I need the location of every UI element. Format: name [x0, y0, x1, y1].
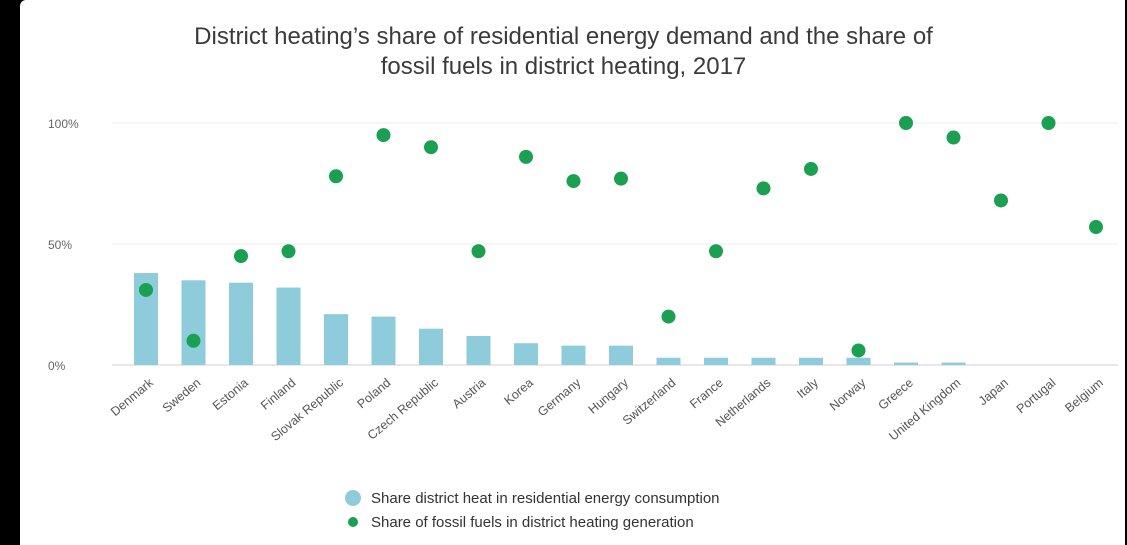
bar-10 [609, 345, 633, 365]
bar-15 [846, 357, 871, 365]
dot-19 [1041, 116, 1056, 130]
legend-item-dots: Share of fossil fuels in district heatin… [345, 510, 720, 534]
dot-7 [471, 244, 486, 259]
bar-5 [371, 316, 396, 365]
x-tick-label-3: Finland [258, 376, 298, 413]
dot-13 [756, 181, 771, 196]
x-tick-label-5: Poland [355, 376, 394, 412]
chart-legend: Share district heat in residential energ… [345, 486, 720, 534]
dot-15 [851, 343, 866, 358]
x-tick-label-19: Portugal [1014, 376, 1059, 417]
chart-title: District heating’s share of residential … [0, 22, 1127, 82]
x-tick-label-15: Norway [827, 375, 869, 413]
dot-17 [946, 130, 961, 145]
legend-label-bars: Share district heat in residential energ… [371, 489, 720, 507]
x-tick-label-1: Sweden [160, 376, 204, 416]
x-tick-label-8: Korea [501, 376, 536, 408]
x-tick-label-2: Estonia [210, 376, 251, 414]
dot-9 [566, 174, 581, 189]
x-tick-label-20: Belgium [1062, 376, 1106, 416]
bar-16 [894, 362, 918, 365]
dot-0 [139, 282, 153, 297]
legend-swatch-bars [345, 490, 361, 506]
bar-7 [466, 335, 491, 365]
bar-3 [276, 287, 301, 365]
y-tick-label-2: 100% [48, 117, 79, 131]
dot-1 [186, 333, 201, 348]
bar-2 [229, 282, 253, 365]
x-tick-label-9: Germany [535, 375, 584, 419]
bar-13 [751, 357, 776, 365]
dot-12 [709, 244, 723, 259]
bar-8 [514, 343, 538, 365]
x-tick-label-11: Switzerland [620, 376, 679, 428]
bar-9 [561, 345, 586, 365]
bar-14 [799, 357, 823, 365]
legend-swatch-dots [348, 517, 358, 527]
x-tick-label-7: Austria [450, 376, 489, 412]
bar-6 [419, 328, 443, 365]
x-tick-label-18: Japan [976, 376, 1011, 409]
x-tick-label-12: France [687, 376, 726, 412]
dot-20 [1089, 220, 1103, 235]
dot-2 [234, 249, 248, 264]
bar-4 [324, 314, 348, 365]
y-tick-label-0: 0% [48, 359, 66, 373]
x-tick-label-0: Denmark [108, 375, 156, 419]
dot-6 [424, 140, 438, 155]
legend-label-dots: Share of fossil fuels in district heatin… [371, 513, 694, 531]
x-tick-label-10: Hungary [586, 375, 632, 417]
x-tick-label-14: Italy [794, 375, 821, 401]
chart-frame [20, 0, 1125, 545]
dot-10 [614, 171, 628, 186]
chart-title-line-2: fossil fuels in district heating, 2017 [380, 53, 747, 80]
legend-item-bars: Share district heat in residential energ… [345, 486, 720, 510]
dot-5 [376, 128, 391, 143]
chart-title-line-1: District heating’s share of residential … [194, 23, 933, 50]
x-tick-label-16: Greece [876, 376, 916, 413]
dot-16 [899, 116, 913, 130]
dot-14 [804, 161, 818, 176]
bar-17 [941, 362, 966, 365]
dot-18 [994, 193, 1008, 208]
dot-11 [661, 309, 676, 324]
bar-1 [181, 280, 206, 365]
dot-4 [329, 169, 343, 184]
bar-11 [656, 357, 681, 365]
dot-8 [519, 149, 533, 164]
bar-12 [704, 357, 728, 365]
y-tick-label-1: 50% [48, 238, 72, 252]
dot-3 [281, 244, 296, 259]
